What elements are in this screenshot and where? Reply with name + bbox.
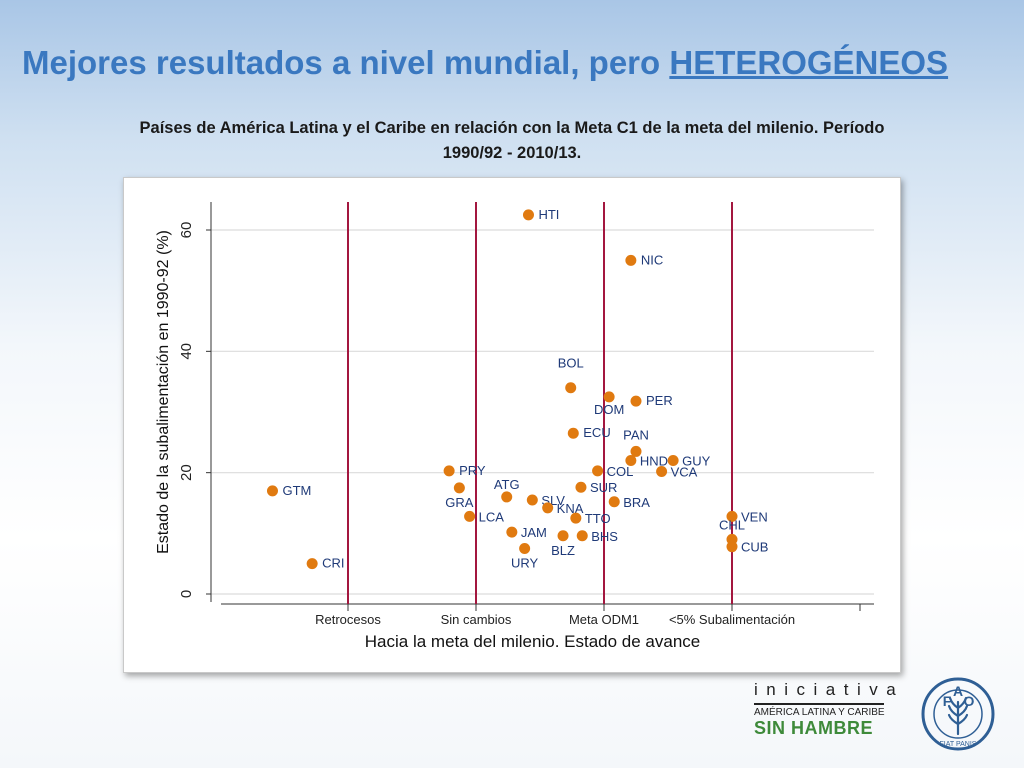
scatter-chart: 0 20 40 60 Retrocesos Sin cambios Meta ODM1 <5%…: [155, 202, 874, 651]
data-point-label: BLZ: [551, 543, 575, 558]
data-point-label: HTI: [538, 207, 559, 222]
slide-title-emphasis: HETEROGÉNEOS: [669, 44, 949, 81]
x-category-label: Sin cambios: [441, 612, 512, 627]
chart-subtitle: Países de América Latina y el Caribe en …: [100, 116, 924, 166]
slide-title: Mejores resultados a nivel mundial, pero…: [22, 44, 948, 82]
data-point-label: CRI: [322, 556, 344, 571]
data-point-label: CHL: [719, 517, 745, 532]
data-point-label: GRA: [445, 495, 474, 510]
y-tick-label: 40: [178, 343, 195, 360]
data-point-gtm: [266, 485, 278, 497]
x-category-label: Meta ODM1: [569, 612, 639, 627]
data-point-label: GUY: [682, 454, 711, 469]
data-point-hti: [522, 209, 534, 221]
data-point-label: TTO: [585, 511, 611, 526]
data-point-label: HND: [640, 454, 668, 469]
fao-logo-letter: O: [964, 693, 975, 709]
data-point-nic: [625, 254, 637, 266]
data-point-blz: [557, 530, 569, 542]
fao-logo-letters: FAO: [943, 683, 975, 709]
data-point-label: BOL: [558, 356, 584, 371]
y-axis-title: Estado de la subalimentación en 1990-92 …: [155, 230, 172, 554]
data-point-label: BRA: [623, 495, 650, 510]
data-point-label: BHS: [591, 529, 618, 544]
data-point-per: [630, 395, 642, 407]
data-point-bra: [608, 496, 620, 508]
data-point-ven: [726, 510, 738, 522]
slide-title-main: Mejores resultados a nivel mundial, pero: [22, 44, 670, 81]
data-point-label: DOM: [594, 402, 624, 417]
iniciativa-logo-hambre: SIN HAMBRE: [754, 718, 874, 738]
data-point-label: ECU: [583, 425, 610, 440]
fao-logo-letter: A: [953, 683, 963, 699]
data-point-vca: [656, 465, 668, 477]
data-point-kna: [542, 502, 554, 514]
iniciativa-logo: iniciativa AMÉRICA LATINA Y CARIBE SIN H…: [750, 680, 896, 742]
fao-logo-letter: F: [943, 693, 952, 709]
data-point-atg: [501, 491, 513, 503]
subtitle-line-2: 1990/92 - 2010/13.: [442, 144, 582, 162]
data-point-pry: [443, 465, 455, 477]
iniciativa-logo-divider: [754, 703, 884, 705]
data-point-cri: [306, 558, 318, 570]
chart-frame: 0 20 40 60 Retrocesos Sin cambios Meta ODM1 <5%…: [123, 177, 901, 673]
data-point-bol: [565, 382, 577, 394]
data-point-label: NIC: [641, 252, 663, 267]
data-point-label: VEN: [741, 509, 768, 524]
data-point-label: KNA: [557, 501, 584, 516]
fao-logo-motto-text: FIAT PANIS: [940, 741, 977, 748]
fao-logo-motto: FIAT PANIS: [940, 741, 977, 748]
data-point-lca: [464, 510, 476, 522]
x-category-label: Retrocesos: [315, 612, 381, 627]
wheat-icon: [947, 696, 969, 736]
iniciativa-logo-word: iniciativa: [754, 680, 905, 699]
data-point-bhs: [576, 530, 588, 542]
data-point-sur: [575, 481, 587, 493]
fao-logo-inner-ring: [933, 689, 983, 739]
data-point-jam: [506, 526, 518, 538]
data-point-gra: [453, 482, 465, 494]
data-point-hnd: [625, 455, 637, 467]
iniciativa-logo-region: AMÉRICA LATINA Y CARIBE: [754, 707, 885, 718]
data-point-ecu: [567, 427, 579, 439]
data-point-label: PAN: [623, 427, 649, 442]
data-point-label: ATG: [494, 477, 520, 492]
data-point-label: GTM: [282, 483, 311, 498]
x-category-label: <5% Subalimentación: [669, 612, 795, 627]
data-point-tto: [570, 512, 582, 524]
data-point-label: VCA: [671, 464, 698, 479]
fao-logo: FAO FIAT PANIS: [921, 677, 995, 751]
y-tick-label: 60: [178, 222, 195, 239]
fao-logo-ring: [921, 677, 995, 751]
data-point-guy: [667, 455, 679, 467]
data-point-label: LCA: [479, 509, 505, 524]
y-tick-label: 20: [178, 464, 195, 481]
data-point-label: SUR: [590, 480, 617, 495]
data-point-label: COL: [607, 464, 634, 479]
data-point-cub: [726, 541, 738, 553]
data-point-label: CUB: [741, 540, 768, 555]
data-point-pan: [630, 445, 642, 457]
data-point-ury: [519, 543, 531, 554]
data-point-label: URY: [511, 556, 539, 571]
data-point-label: JAM: [521, 525, 547, 540]
data-point-label: PER: [646, 393, 673, 408]
data-point-slv: [526, 494, 538, 506]
data-point-col: [592, 465, 604, 477]
data-point-dom: [603, 391, 615, 403]
data-point-label: PRY: [459, 463, 486, 478]
x-axis-title: Hacia la meta del milenio. Estado de ava…: [365, 632, 700, 651]
y-tick-label: 0: [178, 590, 195, 598]
plot-area: [211, 202, 874, 602]
subtitle-line-1: Países de América Latina y el Caribe en …: [139, 119, 885, 137]
